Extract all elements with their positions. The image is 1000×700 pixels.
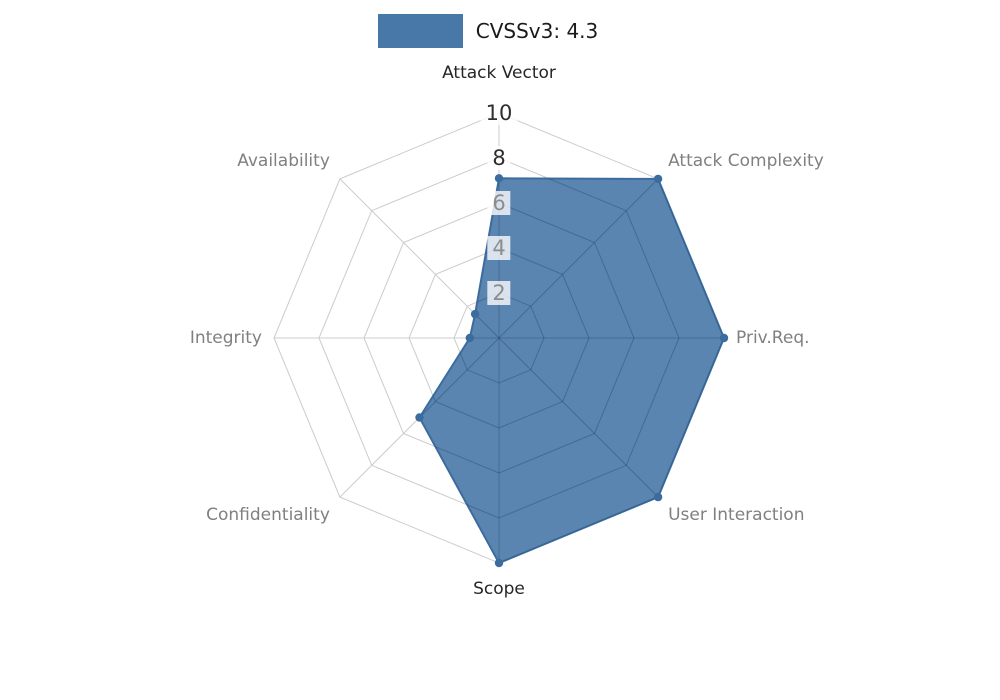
radial-tick-label: 2 (487, 281, 511, 305)
legend-swatch (377, 14, 463, 48)
grid-ring (419, 178, 680, 519)
axis-label-scope: Scope (473, 579, 525, 599)
grid-ring (419, 202, 635, 474)
axis-label-attack-complexity: Attack Complexity (668, 150, 824, 171)
axis-label-user-interaction: User Interaction (668, 505, 805, 526)
data-point[interactable] (465, 333, 474, 343)
axis-label-availability: Availability (237, 150, 330, 171)
radial-tick-label: 4 (487, 236, 511, 260)
data-point[interactable] (719, 333, 729, 343)
grid-spoke (498, 178, 659, 339)
chart-legend[interactable]: CVSSv3: 4.3 (0, 14, 988, 48)
data-point[interactable] (415, 413, 424, 422)
legend-label: CVSSv3: 4.3 (475, 19, 599, 43)
radial-tick-label: 8 (487, 146, 511, 170)
data-point[interactable] (494, 174, 504, 183)
axis-label-confidentiality: Confidentiality (206, 505, 330, 526)
axis-label-priv-req: Priv.Req. (736, 328, 810, 348)
radial-tick-label: 10 (480, 101, 518, 125)
radial-tick-label: 6 (487, 191, 511, 215)
data-point[interactable] (653, 174, 663, 184)
axis-label-attack-vector: Attack Vector (442, 63, 556, 83)
data-point[interactable] (494, 558, 504, 568)
grid-spoke (498, 337, 659, 498)
grid-spoke (419, 337, 500, 498)
data-point[interactable] (653, 492, 663, 502)
axis-label-integrity: Integrity (189, 328, 262, 348)
data-point[interactable] (470, 309, 480, 319)
